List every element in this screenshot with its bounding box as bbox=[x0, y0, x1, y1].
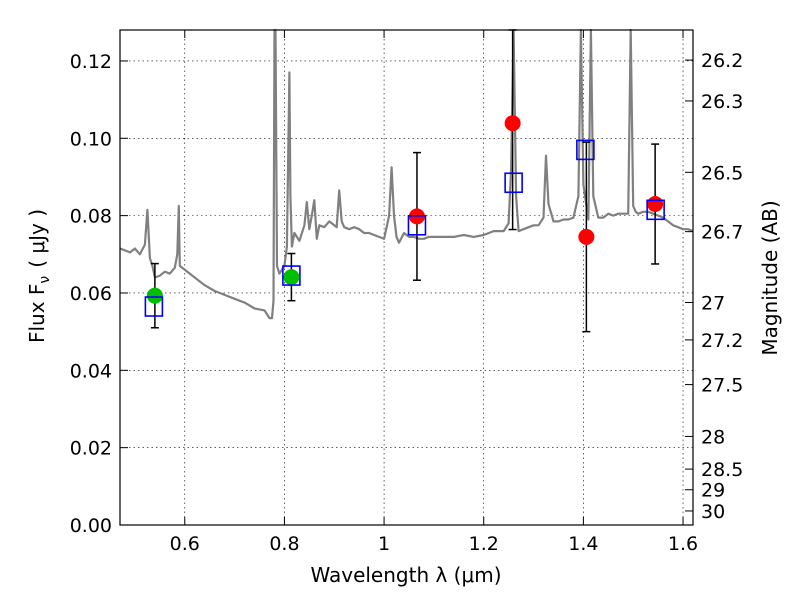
data-point bbox=[504, 115, 521, 132]
x-axis-title: Wavelength λ (μm) bbox=[310, 563, 501, 587]
data-markers bbox=[144, 115, 665, 317]
magnitude-tick-label: 26.7 bbox=[701, 222, 743, 244]
y-tick-label: 0.04 bbox=[70, 360, 112, 382]
data-point bbox=[146, 287, 163, 304]
y-axis-title: Flux Fν ( μJy ) bbox=[25, 209, 53, 343]
magnitude-tick-label: 26.2 bbox=[701, 50, 743, 72]
y-tick-label: 0.10 bbox=[70, 128, 112, 150]
magnitude-tick-label: 28 bbox=[701, 426, 725, 448]
y-tick-label: 0.06 bbox=[70, 283, 112, 305]
data-point bbox=[578, 228, 595, 245]
magnitude-tick-label: 28.5 bbox=[701, 459, 743, 481]
x-tick-label: 1.6 bbox=[668, 533, 698, 555]
model-spectrum bbox=[119, 28, 694, 320]
model-band-marker bbox=[407, 214, 427, 236]
x-tick-label: 1 bbox=[378, 533, 390, 555]
y-tick-label: 0.12 bbox=[70, 51, 112, 73]
x-tick-label: 1.2 bbox=[469, 533, 499, 555]
magnitude-tick-label: 27 bbox=[701, 292, 725, 314]
magnitude-tick-label: 27.5 bbox=[701, 375, 743, 397]
magnitude-tick-label: 27.2 bbox=[701, 330, 743, 352]
model-band-marker bbox=[646, 199, 665, 221]
x-tick-label: 0.8 bbox=[269, 533, 299, 555]
y2-axis-title: Magnitude (AB) bbox=[758, 200, 782, 355]
y-tick-label: 0.08 bbox=[70, 206, 112, 228]
data-point bbox=[647, 196, 664, 213]
x-tick-label: 0.6 bbox=[170, 533, 200, 555]
magnitude-tick-label: 30 bbox=[701, 501, 725, 523]
model-band-marker bbox=[504, 172, 523, 194]
model-band-marker bbox=[282, 265, 301, 286]
magnitude-tick-label: 26.5 bbox=[701, 162, 743, 184]
y-axis-title-subscript: ν bbox=[37, 276, 53, 284]
model-spectrum-line bbox=[119, 28, 694, 320]
x-axis: 0.6 0.8 1 1.2 1.4 1.6 bbox=[170, 30, 698, 555]
y-tick-label: 0.02 bbox=[70, 438, 112, 460]
y-axis-title-main: Flux F bbox=[25, 284, 49, 343]
y-axis-title-unit: ( μJy ) bbox=[25, 209, 49, 268]
y-tick-label: 0.00 bbox=[70, 515, 112, 537]
y-axis: 0.00 0.02 0.04 0.06 0.08 0.10 0.12 bbox=[70, 51, 128, 537]
data-point bbox=[283, 269, 300, 286]
x-tick-label: 1.4 bbox=[568, 533, 598, 555]
magnitude-tick-label: 29 bbox=[701, 480, 725, 502]
grid-lines bbox=[120, 30, 693, 526]
plot-frame bbox=[119, 29, 694, 526]
model-band-marker bbox=[576, 139, 595, 161]
magnitude-tick-label: 26.3 bbox=[701, 91, 743, 113]
model-band-marker bbox=[144, 296, 164, 317]
